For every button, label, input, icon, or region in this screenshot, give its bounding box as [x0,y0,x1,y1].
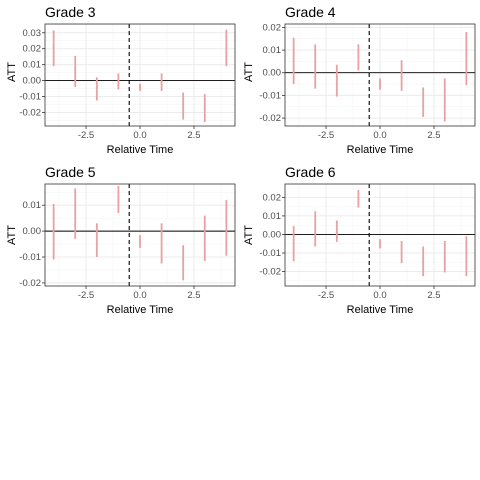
plot-layer: -2.5 0.0 2.5 -0.02 -0.01 0.00 0.01 [19,183,236,301]
y-tick-label: -0.01 [259,248,281,259]
x-tick-label: 2.5 [427,290,440,301]
x-axis-label: Relative Time [347,144,414,156]
point-estimate [117,79,120,82]
point-estimate [422,101,425,104]
point-estimate [95,237,98,240]
panel-border [44,183,236,287]
point-estimate [292,60,295,63]
y-tick-label: -0.01 [19,252,41,263]
x-tick-label: -2.5 [318,130,334,141]
panel-title: Grade 6 [285,164,336,180]
y-tick-label: -0.01 [259,90,281,101]
panel-grade-6: -2.5 0.0 2.5 -0.02 -0.01 0.00 0.01 0.02 Grade 6… [243,164,476,316]
y-tick-label: 0.03 [23,28,42,39]
y-axis-label: ATT [6,225,18,245]
point-estimate [400,248,403,251]
x-axis-label: Relative Time [107,304,174,316]
point-estimate [74,214,77,217]
point-estimate [443,255,446,258]
panel-grade-4: -2.5 0.0 2.5 -0.02 -0.01 0.00 0.01 0.02 Grade 4… [243,4,476,156]
y-tick-label: 0.01 [263,211,282,222]
point-estimate [465,58,468,61]
y-tick-label: 0.00 [23,226,42,237]
x-tick-label: -2.5 [78,130,94,141]
point-estimate [225,46,228,49]
y-tick-label: 0.00 [263,68,282,79]
y-tick-label: 0.02 [263,192,282,203]
point-estimate [379,242,381,245]
y-tick-label: 0.02 [23,44,42,55]
plot-layer: -2.5 0.0 2.5 -0.02 -0.01 0.00 0.01 0.02 [259,183,476,301]
x-tick-label: 0.0 [373,290,386,301]
point-estimate [443,99,446,101]
y-tick-label: -0.01 [19,92,41,103]
point-estimate [357,55,360,58]
x-tick-label: 0.0 [133,130,146,141]
point-estimate [52,46,55,49]
y-tick-label: 0.01 [23,200,42,211]
point-estimate [160,240,163,243]
y-tick-label: -0.02 [19,107,41,118]
y-tick-label: 0.00 [23,76,42,87]
y-axis-label: ATT [6,62,18,82]
x-tick-label: 0.0 [133,290,146,301]
y-tick-label: 0.01 [263,45,282,56]
point-estimate [379,83,381,85]
panel-border [284,23,476,127]
point-estimate [400,76,403,79]
y-axis-label: ATT [243,62,255,82]
x-axis-label: Relative Time [347,304,414,316]
panel-grade-5: -2.5 0.0 2.5 -0.02 -0.01 0.00 0.01 Grade 5 Rel… [6,164,236,316]
point-estimate [422,259,425,262]
panel-border [284,183,476,287]
point-estimate [314,227,317,230]
point-estimate [465,255,468,258]
x-tick-label: 2.5 [427,130,440,141]
x-axis-label: Relative Time [107,144,174,156]
y-tick-label: -0.02 [259,267,281,278]
plot-layer: -2.5 0.0 2.5 -0.02 -0.01 0.00 0.01 0.02 0.03 [19,23,236,141]
panel-title: Grade 5 [45,164,96,180]
point-estimate [95,86,98,88]
point-estimate [357,198,360,201]
point-estimate [52,230,55,233]
point-estimate [160,81,163,84]
point-estimate [139,86,141,88]
panel-title: Grade 3 [45,4,96,20]
point-estimate [292,242,295,245]
point-estimate [182,103,185,106]
x-tick-label: 2.5 [187,130,200,141]
x-tick-label: 2.5 [187,290,200,301]
point-estimate [117,199,120,201]
panel-grade-3: -2.5 0.0 2.5 -0.02 -0.01 0.00 0.01 0.02 0.03 Gra… [6,4,236,156]
x-tick-label: -2.5 [318,290,334,301]
y-tick-label: 0.01 [23,60,42,71]
panel-title: Grade 4 [285,4,336,20]
point-estimate [203,106,206,109]
plot-layer: -2.5 0.0 2.5 -0.02 -0.01 0.00 0.01 0.02 [259,22,476,141]
panel-border [44,23,236,127]
point-estimate [335,231,338,234]
y-tick-label: 0.02 [263,22,282,33]
x-tick-label: -2.5 [78,290,94,301]
y-tick-label: -0.02 [259,113,281,124]
y-tick-label: -0.02 [19,278,41,289]
point-estimate [74,71,77,74]
point-estimate [182,258,185,261]
point-estimate [225,227,228,230]
point-estimate [203,235,206,238]
y-axis-label: ATT [243,225,255,245]
x-tick-label: 0.0 [373,130,386,141]
point-estimate [139,240,141,243]
point-estimate [314,65,317,67]
point-estimate [335,78,338,81]
y-tick-label: 0.00 [263,229,282,240]
